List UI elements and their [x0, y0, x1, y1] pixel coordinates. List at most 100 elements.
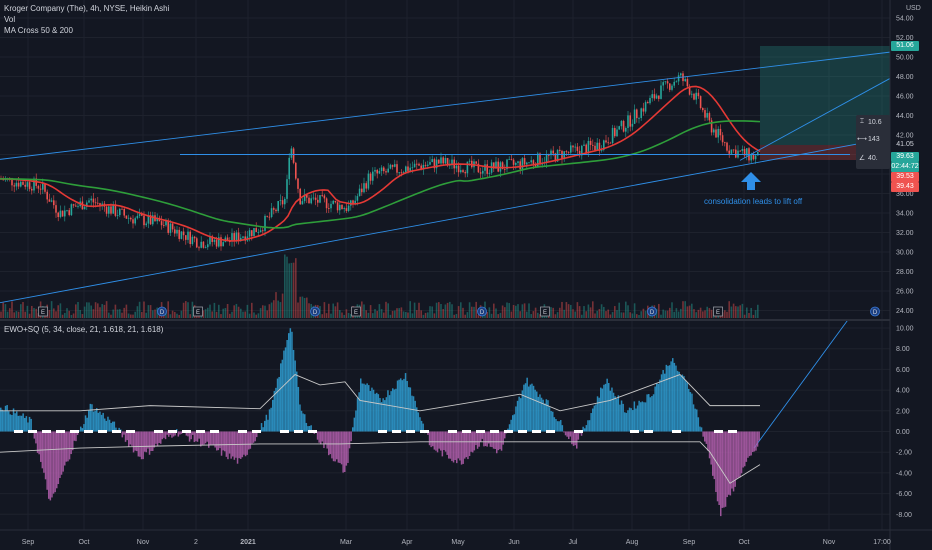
volume-bar: [598, 309, 601, 318]
volume-bar: [332, 303, 334, 318]
trend-line[interactable]: [0, 137, 891, 304]
ewo-bar: [537, 396, 540, 432]
volume-bar: [622, 312, 625, 318]
volume-bar: [66, 308, 68, 318]
candle-body: [757, 152, 759, 156]
ewo-bar: [368, 385, 370, 432]
candle-body: [110, 206, 112, 214]
ewo-bar: [636, 405, 639, 432]
volume-bar: [235, 303, 238, 318]
candle-body: [391, 164, 394, 167]
volume-bar: [662, 309, 664, 318]
ewo-bar: [121, 431, 124, 438]
volume-legend[interactable]: Vol: [4, 15, 16, 24]
measure-tool-panel[interactable]: ⌶ 10.6 ⟷ 143 ∠ 40.: [856, 115, 890, 169]
event-letter: E: [543, 310, 547, 316]
dividend-marker[interactable]: D: [647, 306, 657, 317]
ewo-bar: [728, 431, 730, 495]
volume-bar: [55, 311, 57, 318]
ewo-bar: [659, 379, 661, 432]
volume-bar: [347, 312, 350, 318]
chart-annotation[interactable]: consolidation leads to lift off: [704, 197, 803, 206]
ma-legend[interactable]: MA Cross 50 & 200: [4, 26, 73, 35]
trend-line[interactable]: [739, 78, 891, 161]
trend-line[interactable]: [753, 319, 849, 449]
ewo-bar: [292, 349, 295, 432]
volume-bar: [125, 304, 128, 318]
volume-bar: [187, 302, 189, 318]
ewo-bar: [574, 431, 576, 446]
ewo-bar: [195, 431, 197, 442]
price-axis[interactable]: 54.0052.0050.0048.0046.0044.0042.0040.00…: [896, 16, 914, 519]
volume-bar: [576, 302, 579, 318]
volume-bar: [11, 301, 13, 318]
volume-bar: [486, 311, 488, 318]
candle-body: [567, 151, 570, 153]
volume-bar: [422, 314, 425, 318]
ewo-bar: [216, 431, 218, 451]
ewo-bar: [70, 431, 72, 455]
time-axis[interactable]: Sep Oct Nov 2 2021 Mar Apr May Jun Jul Aug Sep Oct No…: [22, 539, 891, 546]
trend-line[interactable]: [0, 51, 891, 160]
volume-bar: [380, 309, 383, 318]
earnings-marker[interactable]: E: [193, 306, 203, 317]
ewo-bar: [132, 431, 135, 453]
volume-bar: [631, 313, 634, 318]
ewo-bar: [612, 392, 615, 432]
ewo-bar: [174, 431, 176, 436]
candle-body: [559, 149, 561, 151]
volume-bar: [728, 301, 730, 318]
candle-body: [576, 146, 579, 151]
trend-lines[interactable]: [0, 51, 891, 449]
ewo-legend[interactable]: EWO+SQ (5, 34, close, 21, 1.618, 21, 1.6…: [4, 325, 164, 334]
ewo-bar: [403, 378, 405, 432]
ewo-bar: [91, 404, 93, 432]
candle-body: [383, 167, 385, 172]
ewo-bar: [448, 431, 450, 459]
ewo-bar: [171, 431, 173, 438]
dividend-marker[interactable]: D: [870, 306, 880, 317]
ewo-bar: [566, 431, 568, 437]
candle-body: [517, 161, 519, 163]
ewo-bar: [379, 397, 381, 432]
event-letter: D: [160, 310, 165, 316]
candle-body: [334, 200, 337, 203]
volume-bar: [189, 314, 191, 318]
ewo-bar: [721, 431, 724, 508]
ewo-bar: [540, 397, 543, 432]
earnings-marker[interactable]: E: [713, 306, 723, 317]
dividend-marker[interactable]: D: [477, 306, 487, 317]
ewo-bar: [219, 431, 221, 449]
candle-body: [466, 161, 469, 174]
ewo-bar: [417, 412, 420, 432]
ewo-bar: [73, 431, 76, 441]
candle-body: [429, 162, 431, 165]
ewo-bar: [427, 431, 429, 435]
dividend-marker[interactable]: D: [157, 306, 167, 317]
volume-bar: [211, 311, 213, 318]
dividend-marker[interactable]: D: [310, 306, 320, 317]
up-arrow-icon: [741, 172, 761, 190]
ewo-bar: [657, 383, 660, 432]
earnings-marker[interactable]: E: [351, 306, 361, 317]
ewo-bar: [734, 431, 736, 487]
ewo-bar: [492, 431, 495, 449]
symbol-legend[interactable]: Kroger Company (The), 4h, NYSE, Heikin A…: [4, 4, 170, 13]
candle-body: [288, 157, 290, 180]
ewo-bar: [281, 359, 284, 432]
currency-label[interactable]: USD: [906, 5, 921, 12]
ewo-bar: [547, 400, 549, 432]
volume-bar: [618, 302, 620, 318]
volume-bar: [26, 305, 29, 318]
earnings-marker[interactable]: E: [540, 306, 550, 317]
time-tick-label: May: [451, 539, 465, 546]
earnings-marker[interactable]: E: [38, 306, 48, 317]
candle-body: [301, 201, 304, 205]
ewo-bar: [609, 390, 612, 432]
volume-bar: [86, 302, 88, 318]
candle-body: [446, 158, 449, 166]
ewo-bar: [480, 431, 482, 442]
candle-body: [519, 161, 521, 170]
volume-bar: [28, 313, 31, 318]
